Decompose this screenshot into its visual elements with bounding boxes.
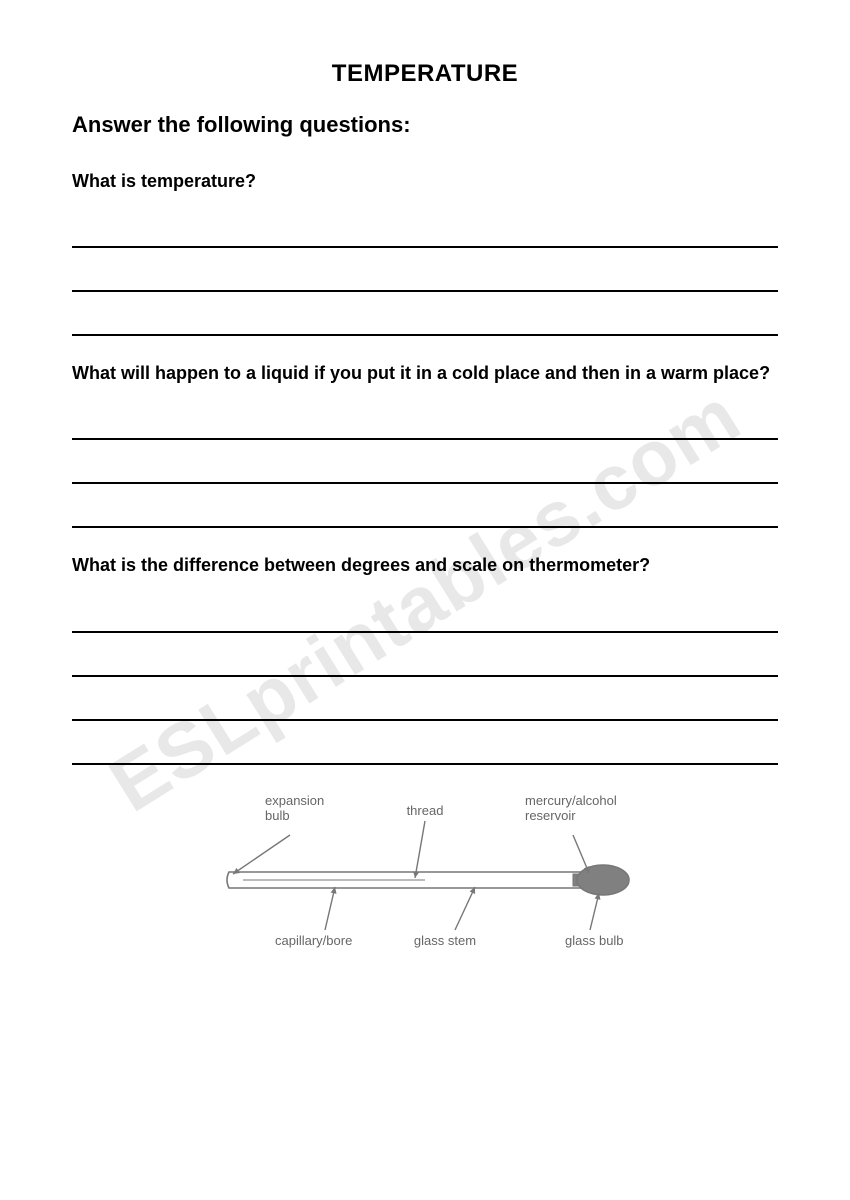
thermometer-diagram: expansionbulb thread mercury/alcoholreserv… (165, 785, 685, 975)
thermometer-diagram-container: expansionbulb thread mercury/alcoholreserv… (72, 785, 778, 975)
answer-line[interactable] (72, 444, 778, 484)
diagram-label: glass stem (414, 933, 476, 948)
answer-lines (72, 400, 778, 528)
answer-line[interactable] (72, 252, 778, 292)
worksheet-page: TEMPERATURE Answer the following questio… (0, 0, 850, 1015)
questions-container: What is temperature? What will happen to … (72, 164, 778, 765)
diagram-label: capillary/bore (275, 933, 352, 948)
question-text: What is temperature? (72, 164, 778, 198)
answer-lines (72, 208, 778, 336)
diagram-label: expansionbulb (265, 793, 324, 823)
answer-line[interactable] (72, 593, 778, 633)
diagram-label: thread (407, 803, 444, 818)
answer-line[interactable] (72, 681, 778, 721)
answer-line[interactable] (72, 637, 778, 677)
question-text: What is the difference between degrees a… (72, 548, 778, 582)
instructions-heading: Answer the following questions: (72, 112, 778, 138)
answer-lines (72, 593, 778, 765)
answer-line[interactable] (72, 488, 778, 528)
answer-line[interactable] (72, 725, 778, 765)
answer-line[interactable] (72, 400, 778, 440)
question-text: What will happen to a liquid if you put … (72, 356, 778, 390)
answer-line[interactable] (72, 296, 778, 336)
diagram-label: mercury/alcoholreservoir (525, 793, 617, 823)
answer-line[interactable] (72, 208, 778, 248)
page-title: TEMPERATURE (72, 60, 778, 88)
diagram-label: glass bulb (565, 933, 624, 948)
